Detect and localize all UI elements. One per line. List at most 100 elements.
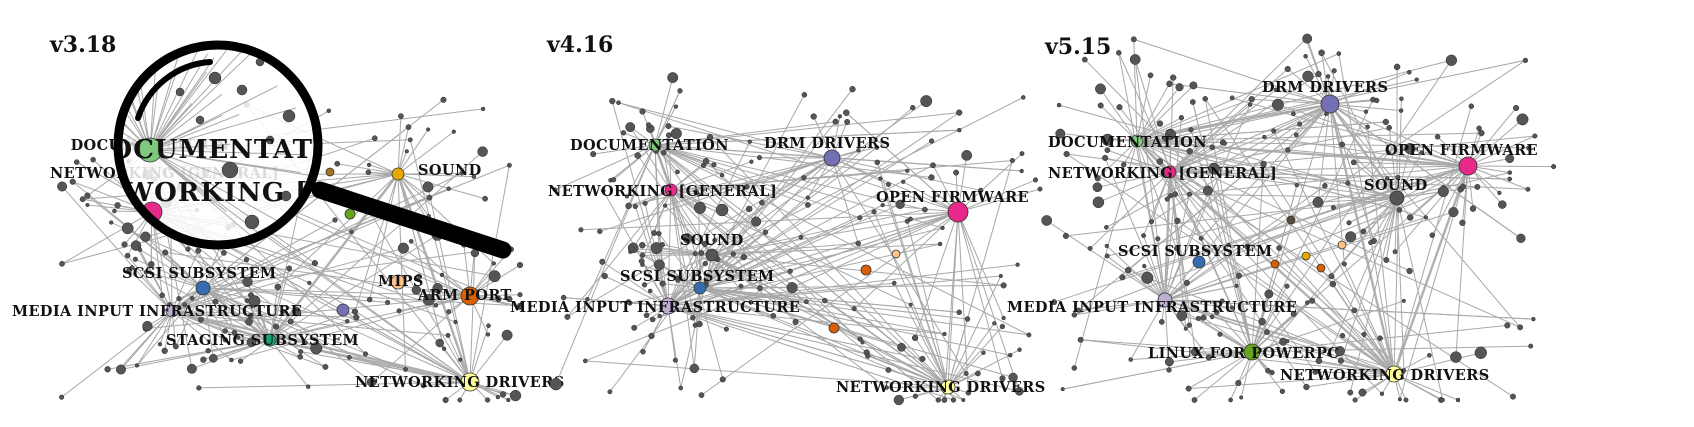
edge (1062, 351, 1253, 390)
leaf-node (453, 319, 458, 325)
edge (135, 258, 204, 289)
leaf-node (396, 308, 402, 314)
leaf-node (1276, 245, 1282, 251)
leaf-node (756, 155, 763, 161)
edge (632, 189, 672, 249)
leaf-node (334, 160, 341, 167)
leaf-node (786, 282, 798, 294)
leaf-node (1382, 118, 1389, 126)
leaf-node (1001, 315, 1006, 321)
edge (149, 149, 222, 176)
leaf-node (1164, 196, 1170, 202)
leaf-node (1056, 102, 1062, 108)
leaf-node (1469, 205, 1477, 212)
node-label-media: MEDIA INPUT INFRASTRUCTURE (12, 303, 302, 320)
leaf-node (631, 324, 638, 331)
leaf-node (1498, 200, 1507, 209)
node-ppc (1243, 343, 1261, 361)
leaf-node (648, 332, 655, 340)
edge (139, 249, 173, 312)
leaf-node (1315, 357, 1323, 365)
edge (1348, 165, 1469, 224)
leaf-node (620, 130, 627, 136)
edge (585, 360, 949, 388)
leaf-node (698, 250, 705, 256)
leaf-node (747, 139, 752, 144)
leaf-node (1414, 77, 1419, 82)
leaf-node (1339, 332, 1346, 339)
node-x2 (891, 249, 901, 259)
leaf-node (186, 363, 197, 374)
leaf-node (1522, 57, 1529, 64)
edge (604, 275, 669, 307)
edge (1203, 317, 1253, 353)
leaf-node (1190, 347, 1200, 357)
edge (149, 143, 230, 151)
node-label-ppc: LINUX FOR POWERPC (1148, 345, 1339, 362)
leaf-node (639, 241, 646, 249)
edge (200, 319, 271, 341)
leaf-node (1262, 134, 1267, 140)
edge (1367, 126, 1395, 375)
edge (1106, 255, 1166, 301)
leaf-node (1290, 310, 1297, 317)
edge (107, 339, 271, 370)
leaf-node (1341, 261, 1347, 267)
edge (1136, 140, 1209, 192)
leaf-node (865, 353, 871, 359)
leaf-node (851, 306, 857, 312)
edge (618, 102, 959, 213)
node-scsi (195, 280, 211, 296)
leaf-node (1406, 267, 1413, 275)
version-title: v4.16 (546, 32, 613, 58)
edge (1396, 148, 1411, 199)
edge (149, 149, 294, 230)
leaf-node (365, 169, 372, 176)
edge (1287, 149, 1469, 167)
edge (1100, 88, 1138, 142)
leaf-node (1116, 104, 1123, 111)
leaf-node (1156, 158, 1164, 165)
leaf-node (1148, 219, 1155, 225)
edge (1164, 299, 1213, 318)
leaf-node (908, 302, 913, 307)
leaf-node (265, 135, 275, 145)
leaf-node (738, 283, 744, 289)
leaf-node (446, 186, 451, 191)
edge (397, 173, 445, 349)
node-sound (1389, 190, 1405, 206)
edge (128, 269, 173, 312)
leaf-node (1168, 193, 1174, 199)
leaf-node (698, 392, 705, 398)
leaf-node (1104, 243, 1109, 249)
node-x3 (828, 322, 840, 334)
leaf-node (485, 332, 491, 337)
node-media (165, 304, 179, 318)
edge (397, 126, 410, 175)
leaf-node (1104, 147, 1111, 153)
edge (654, 129, 960, 146)
leaf-node (109, 220, 114, 225)
leaf-node (195, 115, 205, 125)
leaf-node (884, 385, 889, 390)
edge-layer (1046, 38, 1554, 401)
edge (1133, 38, 1331, 105)
leaf-node (665, 123, 672, 130)
edge (563, 297, 669, 307)
leaf-node (901, 179, 906, 184)
leaf-node (1326, 352, 1332, 357)
leaf-node (711, 162, 717, 168)
edge (149, 114, 223, 151)
edge (867, 355, 949, 388)
edge (1329, 103, 1375, 242)
leaf-node (1156, 120, 1164, 127)
edge (711, 96, 1024, 256)
leaf-node (405, 124, 412, 130)
leaf-node (1217, 331, 1223, 337)
edge (1104, 157, 1166, 301)
leaf-node (857, 336, 863, 342)
node-x1 (860, 264, 872, 276)
leaf-node (885, 367, 892, 373)
leaf-node (486, 323, 491, 329)
